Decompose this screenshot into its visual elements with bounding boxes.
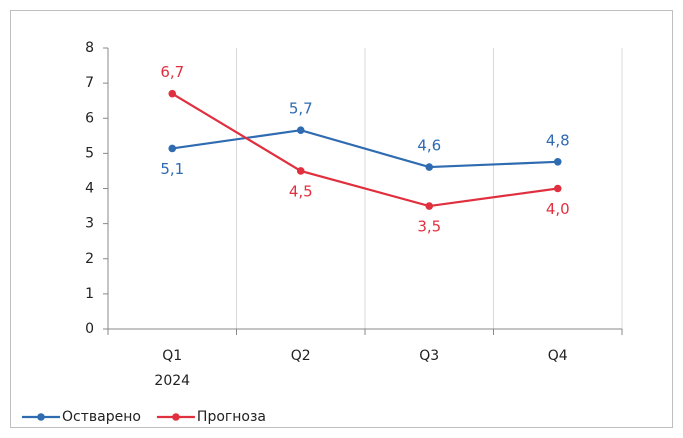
point (168, 144, 177, 153)
data-label: 5,7 (289, 100, 313, 118)
point (168, 89, 177, 98)
data-label: 4,5 (289, 182, 313, 200)
point (553, 184, 562, 193)
series-line (172, 129, 558, 169)
legend-label: Прогноза (197, 409, 266, 425)
point (296, 126, 305, 134)
data-label: 4,8 (546, 131, 570, 149)
point (296, 167, 305, 175)
data-label: 6,7 (160, 63, 184, 81)
y-tick-label: 0 (85, 321, 94, 337)
y-tick-label: 7 (85, 75, 94, 91)
chart-border (10, 10, 673, 428)
data-label: 5,1 (160, 160, 184, 178)
x-tick-label: Q3 (419, 348, 439, 364)
legend-label: Остварено (62, 409, 141, 425)
legend-marker (172, 413, 180, 421)
y-tick-label: 1 (85, 286, 94, 302)
x-tick-label: Q2 (291, 348, 311, 364)
y-tick-label: 4 (85, 181, 94, 197)
y-tick-label: 2 (85, 251, 94, 267)
x-group-label: 2024 (154, 373, 190, 389)
point (425, 202, 434, 210)
y-tick-label: 3 (85, 216, 94, 232)
y-tick-label: 8 (85, 40, 94, 56)
data-label: 3,5 (417, 218, 441, 236)
point (425, 163, 434, 171)
data-label: 4,6 (417, 137, 441, 155)
y-tick-label: 6 (85, 110, 94, 126)
legend-marker (37, 413, 45, 421)
x-tick-label: Q4 (548, 348, 568, 364)
data-label: 4,0 (546, 200, 570, 218)
point (553, 158, 562, 166)
y-tick-label: 5 (85, 145, 94, 161)
x-tick-label: Q1 (162, 348, 182, 364)
series-line (171, 92, 558, 208)
